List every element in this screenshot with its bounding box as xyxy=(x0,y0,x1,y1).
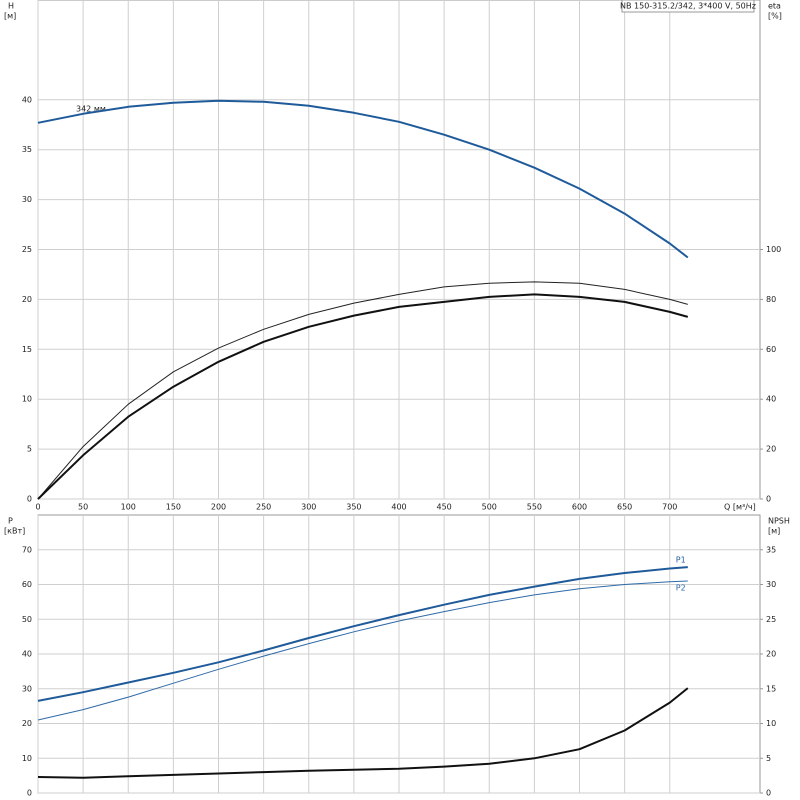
y-tick-label: 35 xyxy=(22,145,32,154)
x-tick-label: 650 xyxy=(617,503,632,512)
y-axis-unit: [м] xyxy=(4,12,16,21)
annotation: 342 мм xyxy=(76,105,106,114)
x-tick-label: 300 xyxy=(301,503,316,512)
y-tick-label: 0 xyxy=(27,789,32,798)
y-axis-unit: [кВт] xyxy=(4,527,25,536)
chart-title: NB 150-315.2/342, 3*400 V, 50Hz xyxy=(620,2,756,11)
x-tick-label: 150 xyxy=(166,503,181,512)
title-box xyxy=(621,0,755,13)
y2-tick-label: 100 xyxy=(766,245,781,254)
x-tick-label: 550 xyxy=(527,503,542,512)
y2-tick-label: 5 xyxy=(766,754,771,763)
series-label: P1 xyxy=(676,556,686,565)
y-tick-label: 0 xyxy=(27,495,32,504)
x-tick-label: 250 xyxy=(256,503,271,512)
y2-tick-label: 80 xyxy=(766,295,776,304)
y-tick-label: 30 xyxy=(22,684,32,693)
x-tick-label: 200 xyxy=(211,503,226,512)
x-tick-label: 0 xyxy=(35,503,40,512)
y2-axis-unit: [м] xyxy=(768,527,780,536)
y2-axis-label: NPSH xyxy=(768,517,790,526)
x-axis-label: Q [м³/ч] xyxy=(724,503,756,512)
x-tick-label: 100 xyxy=(121,503,136,512)
y-tick-label: 10 xyxy=(22,754,32,763)
series-line xyxy=(37,566,688,702)
y2-tick-label: 35 xyxy=(766,545,776,554)
x-tick-label: 450 xyxy=(436,503,451,512)
y2-tick-label: 60 xyxy=(766,345,776,354)
x-tick-label: 600 xyxy=(572,503,587,512)
y2-axis-label: eta xyxy=(768,2,781,11)
y2-tick-label: 25 xyxy=(766,615,776,624)
y2-tick-label: 40 xyxy=(766,395,776,404)
y-tick-label: 40 xyxy=(22,650,32,659)
x-tick-label: 350 xyxy=(346,503,361,512)
y2-tick-label: 0 xyxy=(766,495,771,504)
y-tick-label: 15 xyxy=(22,345,32,354)
y-axis-label: H xyxy=(8,2,14,11)
y-tick-label: 40 xyxy=(22,95,32,104)
series-label: P2 xyxy=(676,584,686,593)
y2-tick-label: 0 xyxy=(766,789,771,798)
y2-tick-label: 30 xyxy=(766,580,776,589)
y-tick-label: 5 xyxy=(27,445,32,454)
y-tick-label: 20 xyxy=(22,719,32,728)
y-tick-label: 20 xyxy=(22,295,32,304)
series-line xyxy=(37,580,688,721)
series-line xyxy=(37,281,688,500)
x-tick-label: 500 xyxy=(482,503,497,512)
x-tick-label: 400 xyxy=(391,503,406,512)
y-tick-label: 70 xyxy=(22,545,32,554)
y2-tick-label: 20 xyxy=(766,445,776,454)
y-tick-label: 60 xyxy=(22,580,32,589)
x-tick-label: 700 xyxy=(662,503,677,512)
y-tick-label: 50 xyxy=(22,615,32,624)
y-tick-label: 10 xyxy=(22,395,32,404)
y-tick-label: 25 xyxy=(22,245,32,254)
y2-axis-unit: [%] xyxy=(768,12,782,21)
y2-tick-label: 15 xyxy=(766,684,776,693)
series-line xyxy=(37,99,689,259)
series-line xyxy=(37,687,689,779)
series-line xyxy=(37,293,689,500)
y-tick-label: 30 xyxy=(22,195,32,204)
x-tick-label: 50 xyxy=(78,503,88,512)
y2-tick-label: 20 xyxy=(766,650,776,659)
y2-tick-label: 10 xyxy=(766,719,776,728)
y-axis-label: P xyxy=(8,517,13,526)
